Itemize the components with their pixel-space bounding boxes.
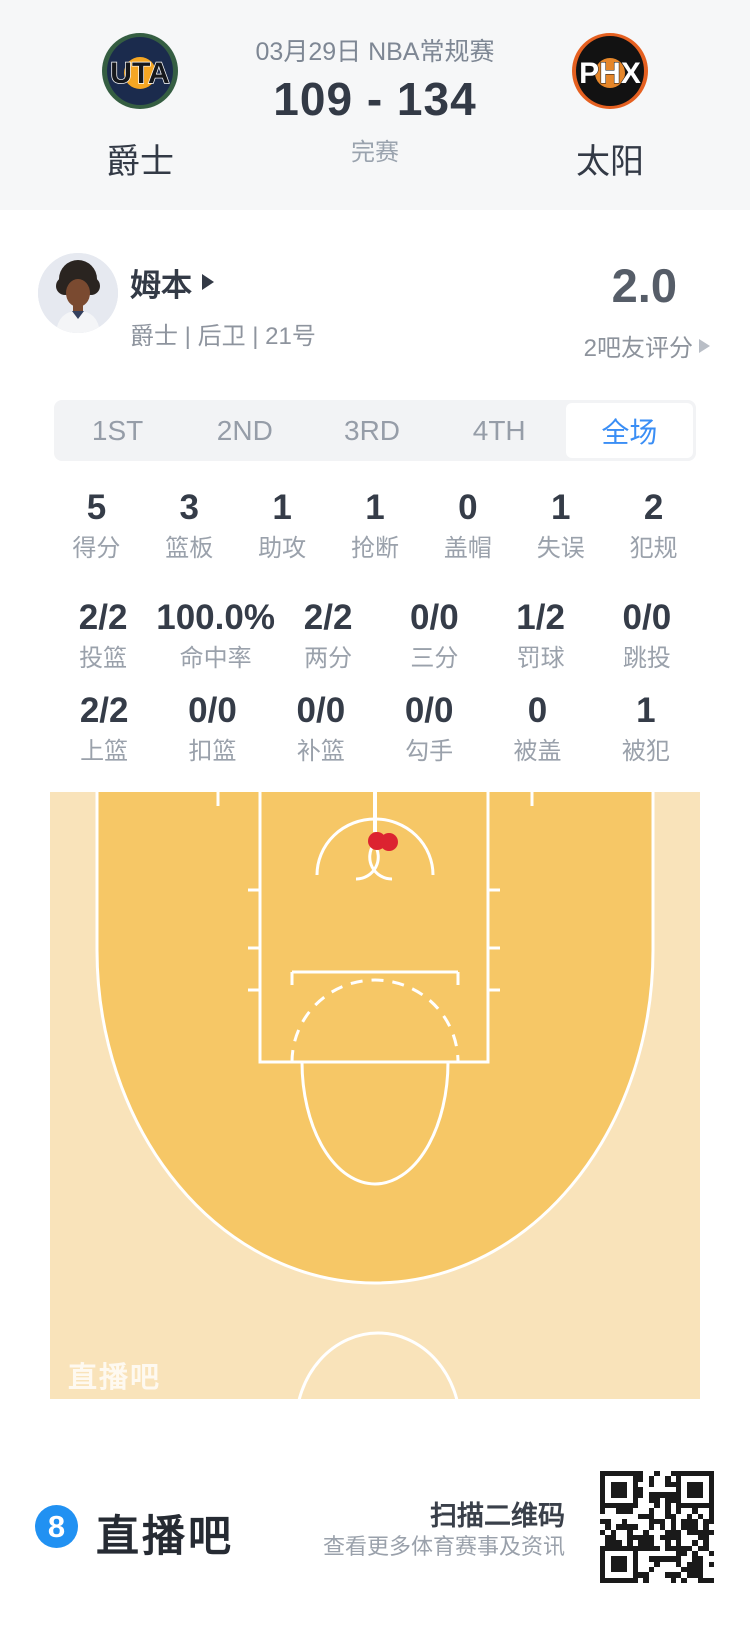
- qr-code: [600, 1471, 714, 1583]
- away-team-name: 太阳: [576, 143, 644, 181]
- quarter-tabs: 1ST 2ND 3RD 4TH 全场: [54, 400, 696, 461]
- stat-assists: 1 助攻: [258, 488, 307, 562]
- svg-text:UTA: UTA: [110, 57, 169, 90]
- lane-hash-marks: [248, 888, 500, 992]
- free-throw-line: [290, 970, 460, 985]
- player-meta: 爵士 | 后卫 | 21号: [130, 323, 316, 350]
- player-selector[interactable]: 姆本: [130, 264, 214, 303]
- rating-link-label: 2吧友评分: [583, 335, 693, 362]
- stat-fouled: 1 被犯: [621, 691, 670, 765]
- free-throw-circle-solid: [300, 1061, 450, 1186]
- center-circle: [297, 1331, 459, 1399]
- stat-layups: 2/2 上篮: [79, 691, 129, 765]
- stat-rebounds: 3 篮板: [165, 488, 214, 562]
- stat-putbacks: 0/0 补篮: [296, 691, 346, 765]
- court-watermark: 直播吧: [68, 1362, 162, 1394]
- baseline-ticks: [216, 792, 534, 806]
- tab-3rd[interactable]: 3RD: [344, 414, 401, 446]
- qr-subtitle: 查看更多体育赛事及资讯: [322, 1534, 565, 1559]
- home-team: UTA 爵士: [60, 0, 220, 210]
- stat-hooks: 0/0 勾手: [404, 691, 454, 765]
- tab-4th[interactable]: 4TH: [472, 414, 526, 446]
- stat-jump-shots: 0/0 跳投: [622, 598, 672, 672]
- tab-2nd[interactable]: 2ND: [216, 414, 273, 446]
- shot-markers: [368, 832, 398, 851]
- player-avatar: [38, 253, 118, 333]
- shot-chart-court: 直播吧: [50, 792, 700, 1399]
- rating-arrow-icon: [699, 338, 710, 353]
- stats-row-shooting: 2/2 投篮 100.0% 命中率 2/2 两分 0/0 三分 1/2 罚球 0/0 跳投: [50, 596, 700, 674]
- brand-logo-icon: 8: [35, 1505, 78, 1548]
- tab-1st[interactable]: 1ST: [91, 414, 144, 446]
- match-score: 109 - 134: [273, 73, 477, 125]
- stat-fg-pct: 100.0% 命中率: [156, 598, 275, 672]
- qr-title: 扫描二维码: [430, 1501, 565, 1531]
- away-team: PHX 太阳: [530, 0, 690, 210]
- tab-full-game[interactable]: 全场: [565, 403, 694, 458]
- match-status: 完赛: [351, 139, 399, 166]
- stat-free-throws: 1/2 罚球: [516, 598, 565, 672]
- player-dropdown-arrow-icon: [202, 274, 214, 290]
- player-rating: 2.0: [611, 259, 677, 312]
- home-team-name: 爵士: [106, 143, 174, 181]
- stat-two-pt: 2/2 两分: [303, 598, 353, 672]
- stats-row-shot-types: 2/2 上篮 0/0 扣篮 0/0 补篮 0/0 勾手 0 被盖 1 被犯: [50, 689, 700, 767]
- stat-turnovers: 1 失误: [536, 488, 585, 562]
- shot-dot: [380, 833, 398, 851]
- stat-fg: 2/2 投篮: [78, 598, 128, 672]
- player-name: 姆本: [130, 267, 192, 303]
- match-header: 03月29日 NBA常规赛 109 - 134 完赛 UTA 爵士 P: [0, 0, 750, 210]
- away-team-logo-icon: PHX: [571, 32, 649, 110]
- key-lines: [258, 792, 490, 1064]
- stat-points: 5 得分: [72, 488, 121, 562]
- brand-name: 直播吧: [96, 1513, 234, 1561]
- match-date: 03月29日 NBA常规赛: [255, 38, 495, 66]
- home-team-logo-icon: UTA: [101, 32, 179, 110]
- svg-text:PHX: PHX: [579, 57, 641, 90]
- stat-blocked-against: 0 被盖: [513, 691, 562, 765]
- stat-fouls: 2 犯规: [629, 488, 678, 562]
- stats-row-basic: 5 得分 3 篮板 1 助攻 1 抢断 0 盖帽 1 失误 2 犯规: [50, 486, 700, 564]
- stat-blocks: 0 盖帽: [443, 488, 492, 562]
- stat-dunks: 0/0 扣篮: [188, 691, 237, 765]
- stat-steals: 1 抢断: [350, 488, 399, 562]
- rating-link[interactable]: 2吧友评分: [584, 328, 710, 363]
- free-throw-circle-dashed: [290, 978, 460, 1063]
- three-point-line: [95, 792, 655, 1285]
- stat-three-pt: 0/0 三分: [410, 598, 459, 672]
- restricted-arc: [315, 817, 435, 876]
